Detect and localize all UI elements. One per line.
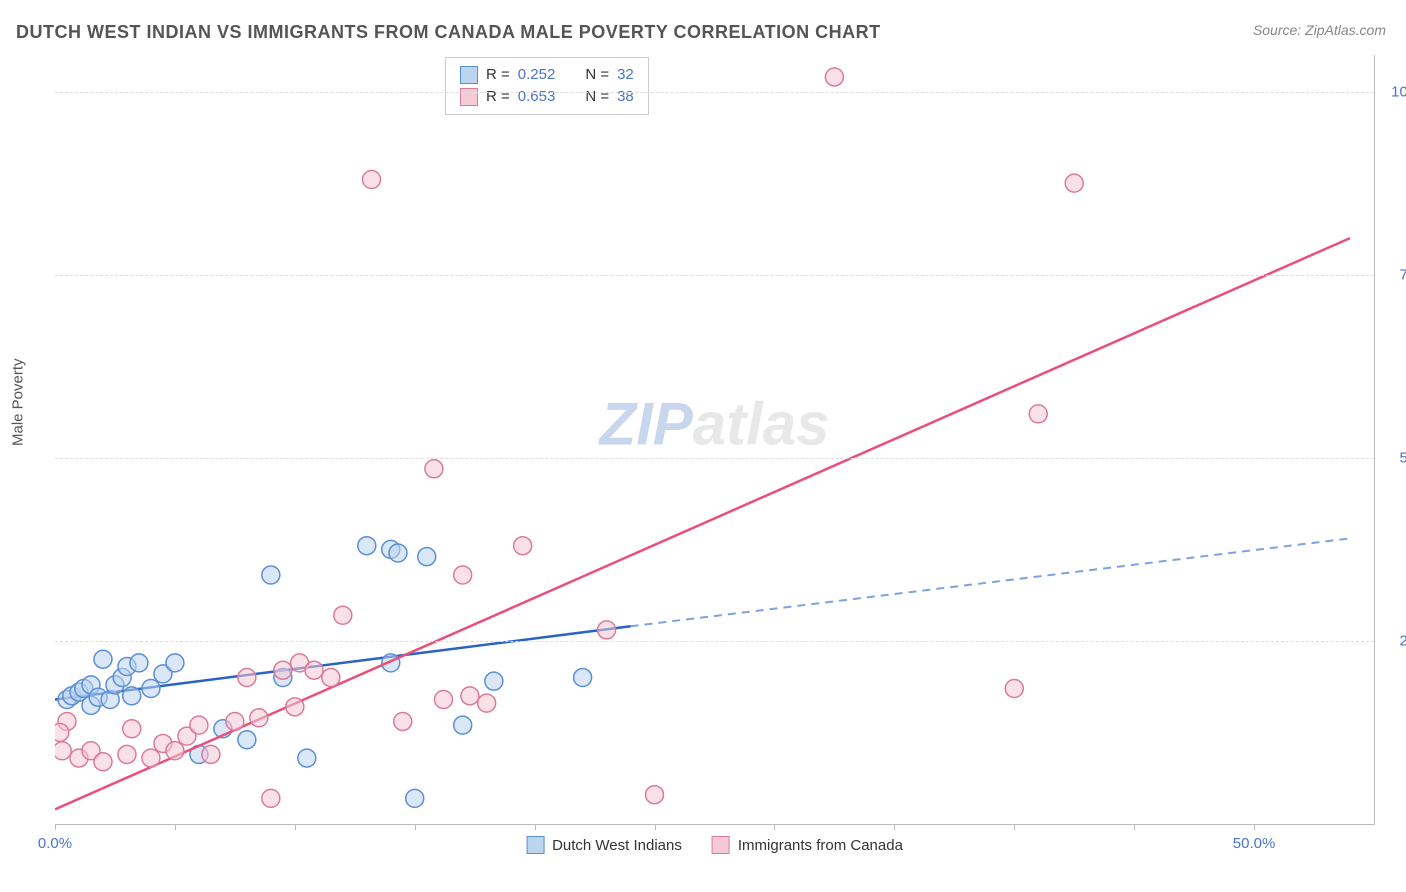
gridline [55,458,1374,459]
scatter-svg [55,55,1374,824]
legend-item-dutch: Dutch West Indians [526,836,682,854]
y-tick-label: 25.0% [1382,632,1406,649]
legend-item-canada: Immigrants from Canada [712,836,903,854]
source-attribution: Source: ZipAtlas.com [1253,22,1386,38]
x-tick-label: 0.0% [38,835,72,852]
series-legend: Dutch West Indians Immigrants from Canad… [526,836,903,854]
y-tick-label: 50.0% [1382,449,1406,466]
x-tick-label: 50.0% [1233,835,1276,852]
x-tick [55,824,56,830]
x-tick [295,824,296,830]
x-tick [175,824,176,830]
chart-title: DUTCH WEST INDIAN VS IMMIGRANTS FROM CAN… [16,22,881,43]
x-tick [1254,824,1255,830]
legend-swatch-dutch [526,836,544,854]
legend-label-dutch: Dutch West Indians [552,837,682,854]
corr-legend-row: R = 0.252N = 32 [460,64,634,86]
gridline [55,275,1374,276]
chart-container: DUTCH WEST INDIAN VS IMMIGRANTS FROM CAN… [0,0,1406,892]
gridline [55,92,1374,93]
plot-area: ZIPatlas R = 0.252N = 32R = 0.653N = 38 … [55,55,1375,825]
gridline [55,641,1374,642]
x-tick [894,824,895,830]
correlation-legend: R = 0.252N = 32R = 0.653N = 38 [445,57,649,115]
x-tick [535,824,536,830]
legend-label-canada: Immigrants from Canada [738,837,903,854]
y-tick-label: 75.0% [1382,266,1406,283]
x-tick [415,824,416,830]
legend-swatch-canada [712,836,730,854]
x-tick [774,824,775,830]
x-tick [655,824,656,830]
y-axis-label: Male Poverty [10,358,27,446]
y-tick-label: 100.0% [1382,83,1406,100]
x-tick [1134,824,1135,830]
corr-legend-row: R = 0.653N = 38 [460,86,634,108]
x-tick [1014,824,1015,830]
